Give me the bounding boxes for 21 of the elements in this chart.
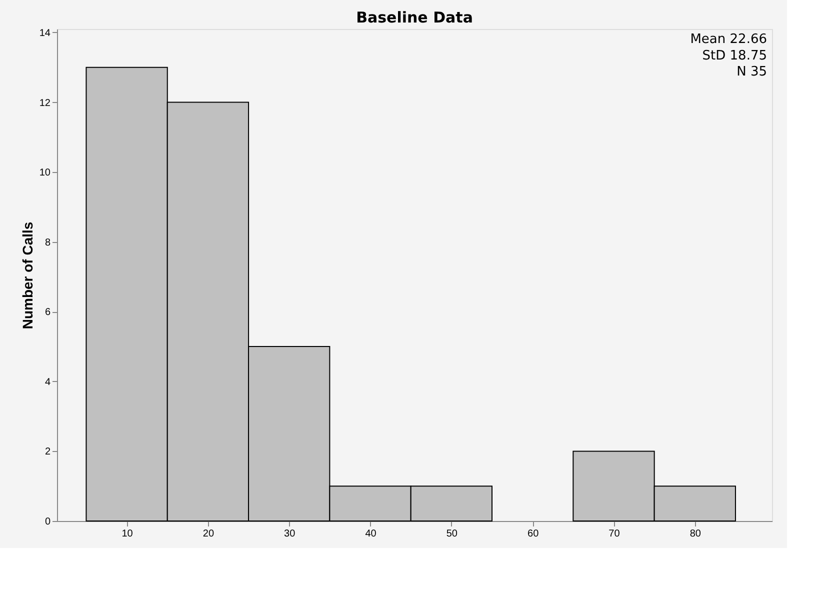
- chart-title: Baseline Data: [356, 8, 473, 26]
- y-tick-label: 12: [39, 98, 51, 109]
- x-tick-label: 10: [122, 528, 134, 540]
- annotation: StD 18.75: [702, 48, 767, 64]
- y-axis-title: Number of Calls: [19, 222, 36, 330]
- x-tick-label: 20: [202, 528, 214, 540]
- x-tick-label: 30: [284, 528, 296, 540]
- x-tick-label: 50: [446, 528, 458, 540]
- y-tick-label: 4: [44, 376, 51, 388]
- y-tick-label: 10: [39, 168, 51, 179]
- y-tick-label: 6: [44, 307, 51, 318]
- y-tick-label: 8: [44, 237, 51, 248]
- y-tick-label: 2: [44, 446, 51, 458]
- y-tick-label: 0: [44, 516, 51, 528]
- x-tick-label: 40: [365, 528, 377, 540]
- annotation: Mean 22.66: [690, 32, 767, 47]
- x-tick-label: 80: [690, 528, 702, 540]
- y-tick-label: 14: [39, 28, 51, 39]
- x-tick-label: 60: [528, 528, 540, 540]
- x-tick-label: 70: [608, 528, 620, 540]
- annotation: N 35: [736, 64, 767, 80]
